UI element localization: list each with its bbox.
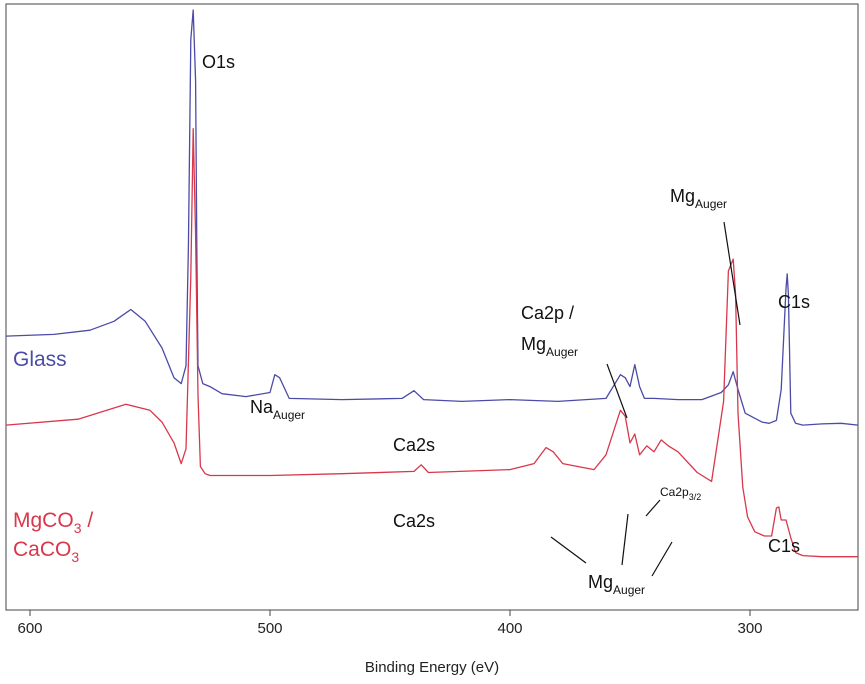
leader-ca2p32 [645, 499, 661, 517]
series-line-carbonate [5, 127, 858, 558]
x-tick-label-300: 300 [737, 620, 762, 637]
x-tick-label-500: 500 [257, 620, 282, 637]
annotation-c1s-glass: C1s [778, 292, 810, 312]
x-tick-label-600: 600 [17, 620, 42, 637]
leader-mg-auger-bottom-1 [550, 536, 587, 564]
annotation-ca2p32: Ca2p3/2 [660, 485, 701, 502]
annotation-ca2p-mg-line2: MgAuger [521, 334, 578, 359]
series-line-glass [5, 9, 859, 426]
leader-mg-auger-bottom-2 [621, 513, 629, 566]
legend-carbonate-line2: CaCO3 [13, 538, 79, 565]
leader-mg-auger-top [723, 221, 741, 326]
x-tick-label-400: 400 [497, 620, 522, 637]
x-axis-ticks: 600 500 400 300 [17, 610, 763, 637]
x-axis-title: Binding Energy (eV) [365, 659, 499, 676]
annotation-mg-auger-bottom: MgAuger [588, 572, 645, 597]
annotation-na-auger: NaAuger [250, 397, 305, 422]
annotation-o1s: O1s [202, 52, 235, 72]
legend-carbonate-line1: MgCO3 / [13, 509, 93, 536]
series-layer [5, 9, 859, 558]
annotation-ca2s-glass: Ca2s [393, 435, 435, 455]
leader-mg-auger-bottom-3 [651, 541, 673, 577]
annotation-ca2s-carb: Ca2s [393, 511, 435, 531]
legend-glass: Glass [13, 348, 67, 371]
annotation-c1s-carb: C1s [768, 536, 800, 556]
annotation-ca2p-mg-line1: Ca2p / [521, 303, 574, 323]
plot-frame [5, 3, 859, 611]
leader-ca2p-mg [606, 363, 628, 419]
annotation-mg-auger-top: MgAuger [670, 186, 727, 211]
